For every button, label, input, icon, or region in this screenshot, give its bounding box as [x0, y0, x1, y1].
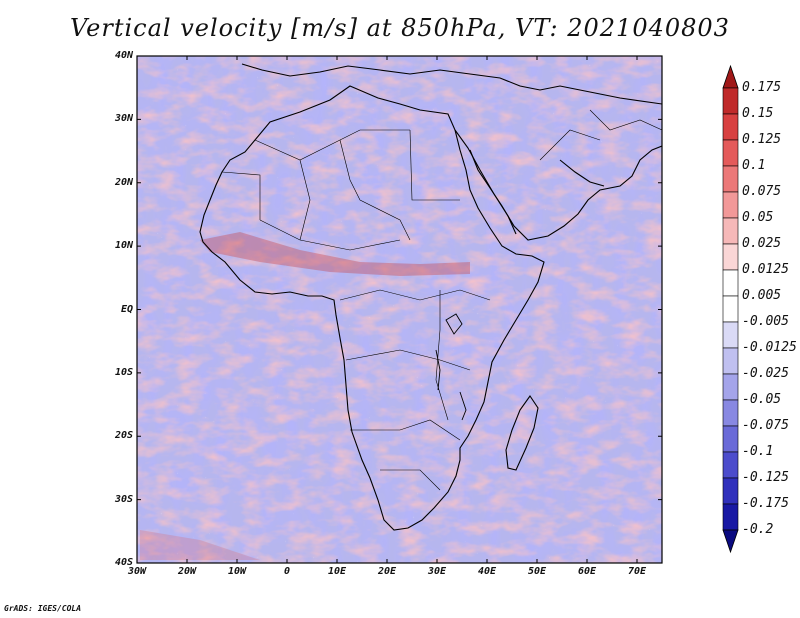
- colorbar-label: -0.05: [742, 392, 782, 407]
- axis-ticks: [136, 55, 662, 564]
- colorbar-label: -0.0125: [742, 340, 797, 355]
- colorbar-segment: [722, 243, 739, 271]
- longitude-label: 0: [283, 566, 291, 577]
- borders: [221, 109, 662, 491]
- longitude-label: 10E: [327, 566, 347, 577]
- colorbar-label: 0.125: [742, 132, 782, 147]
- colorbar-segment: [722, 165, 739, 193]
- colorbar-label: -0.005: [742, 314, 789, 329]
- longitude-label: 10W: [227, 566, 247, 577]
- colorbar-segment: [722, 191, 739, 219]
- colorbar-segment: [722, 503, 739, 531]
- colorbar-label: -0.025: [742, 366, 789, 381]
- map-title: Vertical velocity [m/s] at 850hPa, VT: 2…: [70, 14, 730, 42]
- colorbar-label: -0.2: [742, 522, 774, 537]
- colorbar-label: 0.175: [742, 80, 782, 95]
- longitude-label: 40E: [477, 566, 497, 577]
- latitude-label: 40N: [114, 50, 133, 61]
- latitude-label: 30N: [114, 113, 133, 125]
- colorbar-label: 0.05: [742, 210, 774, 225]
- latitude-label: EQ: [120, 303, 133, 315]
- colorbar-label: 0.0125: [742, 262, 789, 277]
- colorbar-segment: [722, 87, 739, 115]
- latitude-label: 10S: [114, 366, 133, 378]
- longitude-label: 30E: [427, 566, 447, 577]
- colorbar-label: 0.075: [742, 184, 782, 199]
- colorbar-segment: [722, 451, 739, 479]
- latitude-label: 10N: [114, 240, 133, 252]
- colorbar-segment: [722, 399, 739, 427]
- persian-gulf: [559, 159, 605, 187]
- colorbar-segment: [722, 269, 739, 297]
- colorbar: [722, 64, 739, 554]
- colorbar-segment: [722, 217, 739, 245]
- colorbar-segment: [722, 347, 739, 375]
- longitude-label: 60E: [577, 566, 597, 577]
- longitude-label: 20E: [377, 566, 397, 577]
- madagascar-coastline: [505, 395, 539, 471]
- colorbar-label: 0.15: [742, 106, 774, 121]
- lakes: [435, 313, 467, 421]
- colorbar-segment: [722, 477, 739, 505]
- colorbar-label: 0.025: [742, 236, 782, 251]
- colorbar-segment: [722, 373, 739, 401]
- colorbar-label: -0.125: [742, 470, 789, 485]
- colorbar-segment: [722, 425, 739, 453]
- colorbar-top-arrow: [722, 64, 739, 89]
- latitude-label: 40S: [114, 557, 133, 568]
- colorbar-segment: [722, 113, 739, 141]
- colorbar-label: 0.1: [742, 158, 766, 173]
- field-shading: [137, 56, 662, 563]
- colorbar-bottom-arrow: [722, 529, 739, 554]
- colorbar-label: -0.1: [742, 444, 774, 459]
- latitude-label: 20S: [114, 430, 133, 442]
- africa-coastline: [199, 85, 545, 531]
- colorbar-label: 0.005: [742, 288, 782, 303]
- longitude-label: 70E: [627, 566, 647, 577]
- longitude-label: 50E: [527, 566, 547, 577]
- europe-coastline: [241, 63, 662, 105]
- latitude-label: 30S: [114, 493, 133, 505]
- longitude-label: 30W: [127, 566, 147, 577]
- longitude-label: 20W: [177, 566, 197, 577]
- grads-credit: GrADS: IGES/COLA: [4, 604, 82, 613]
- coastlines: [199, 63, 662, 531]
- colorbar-segment: [722, 321, 739, 349]
- colorbar-label: -0.175: [742, 496, 789, 511]
- colorbar-segment: [722, 295, 739, 323]
- colorbar-label: -0.075: [742, 418, 789, 433]
- latitude-label: 20N: [114, 176, 133, 188]
- colorbar-segment: [722, 139, 739, 167]
- red-sea: [454, 129, 517, 235]
